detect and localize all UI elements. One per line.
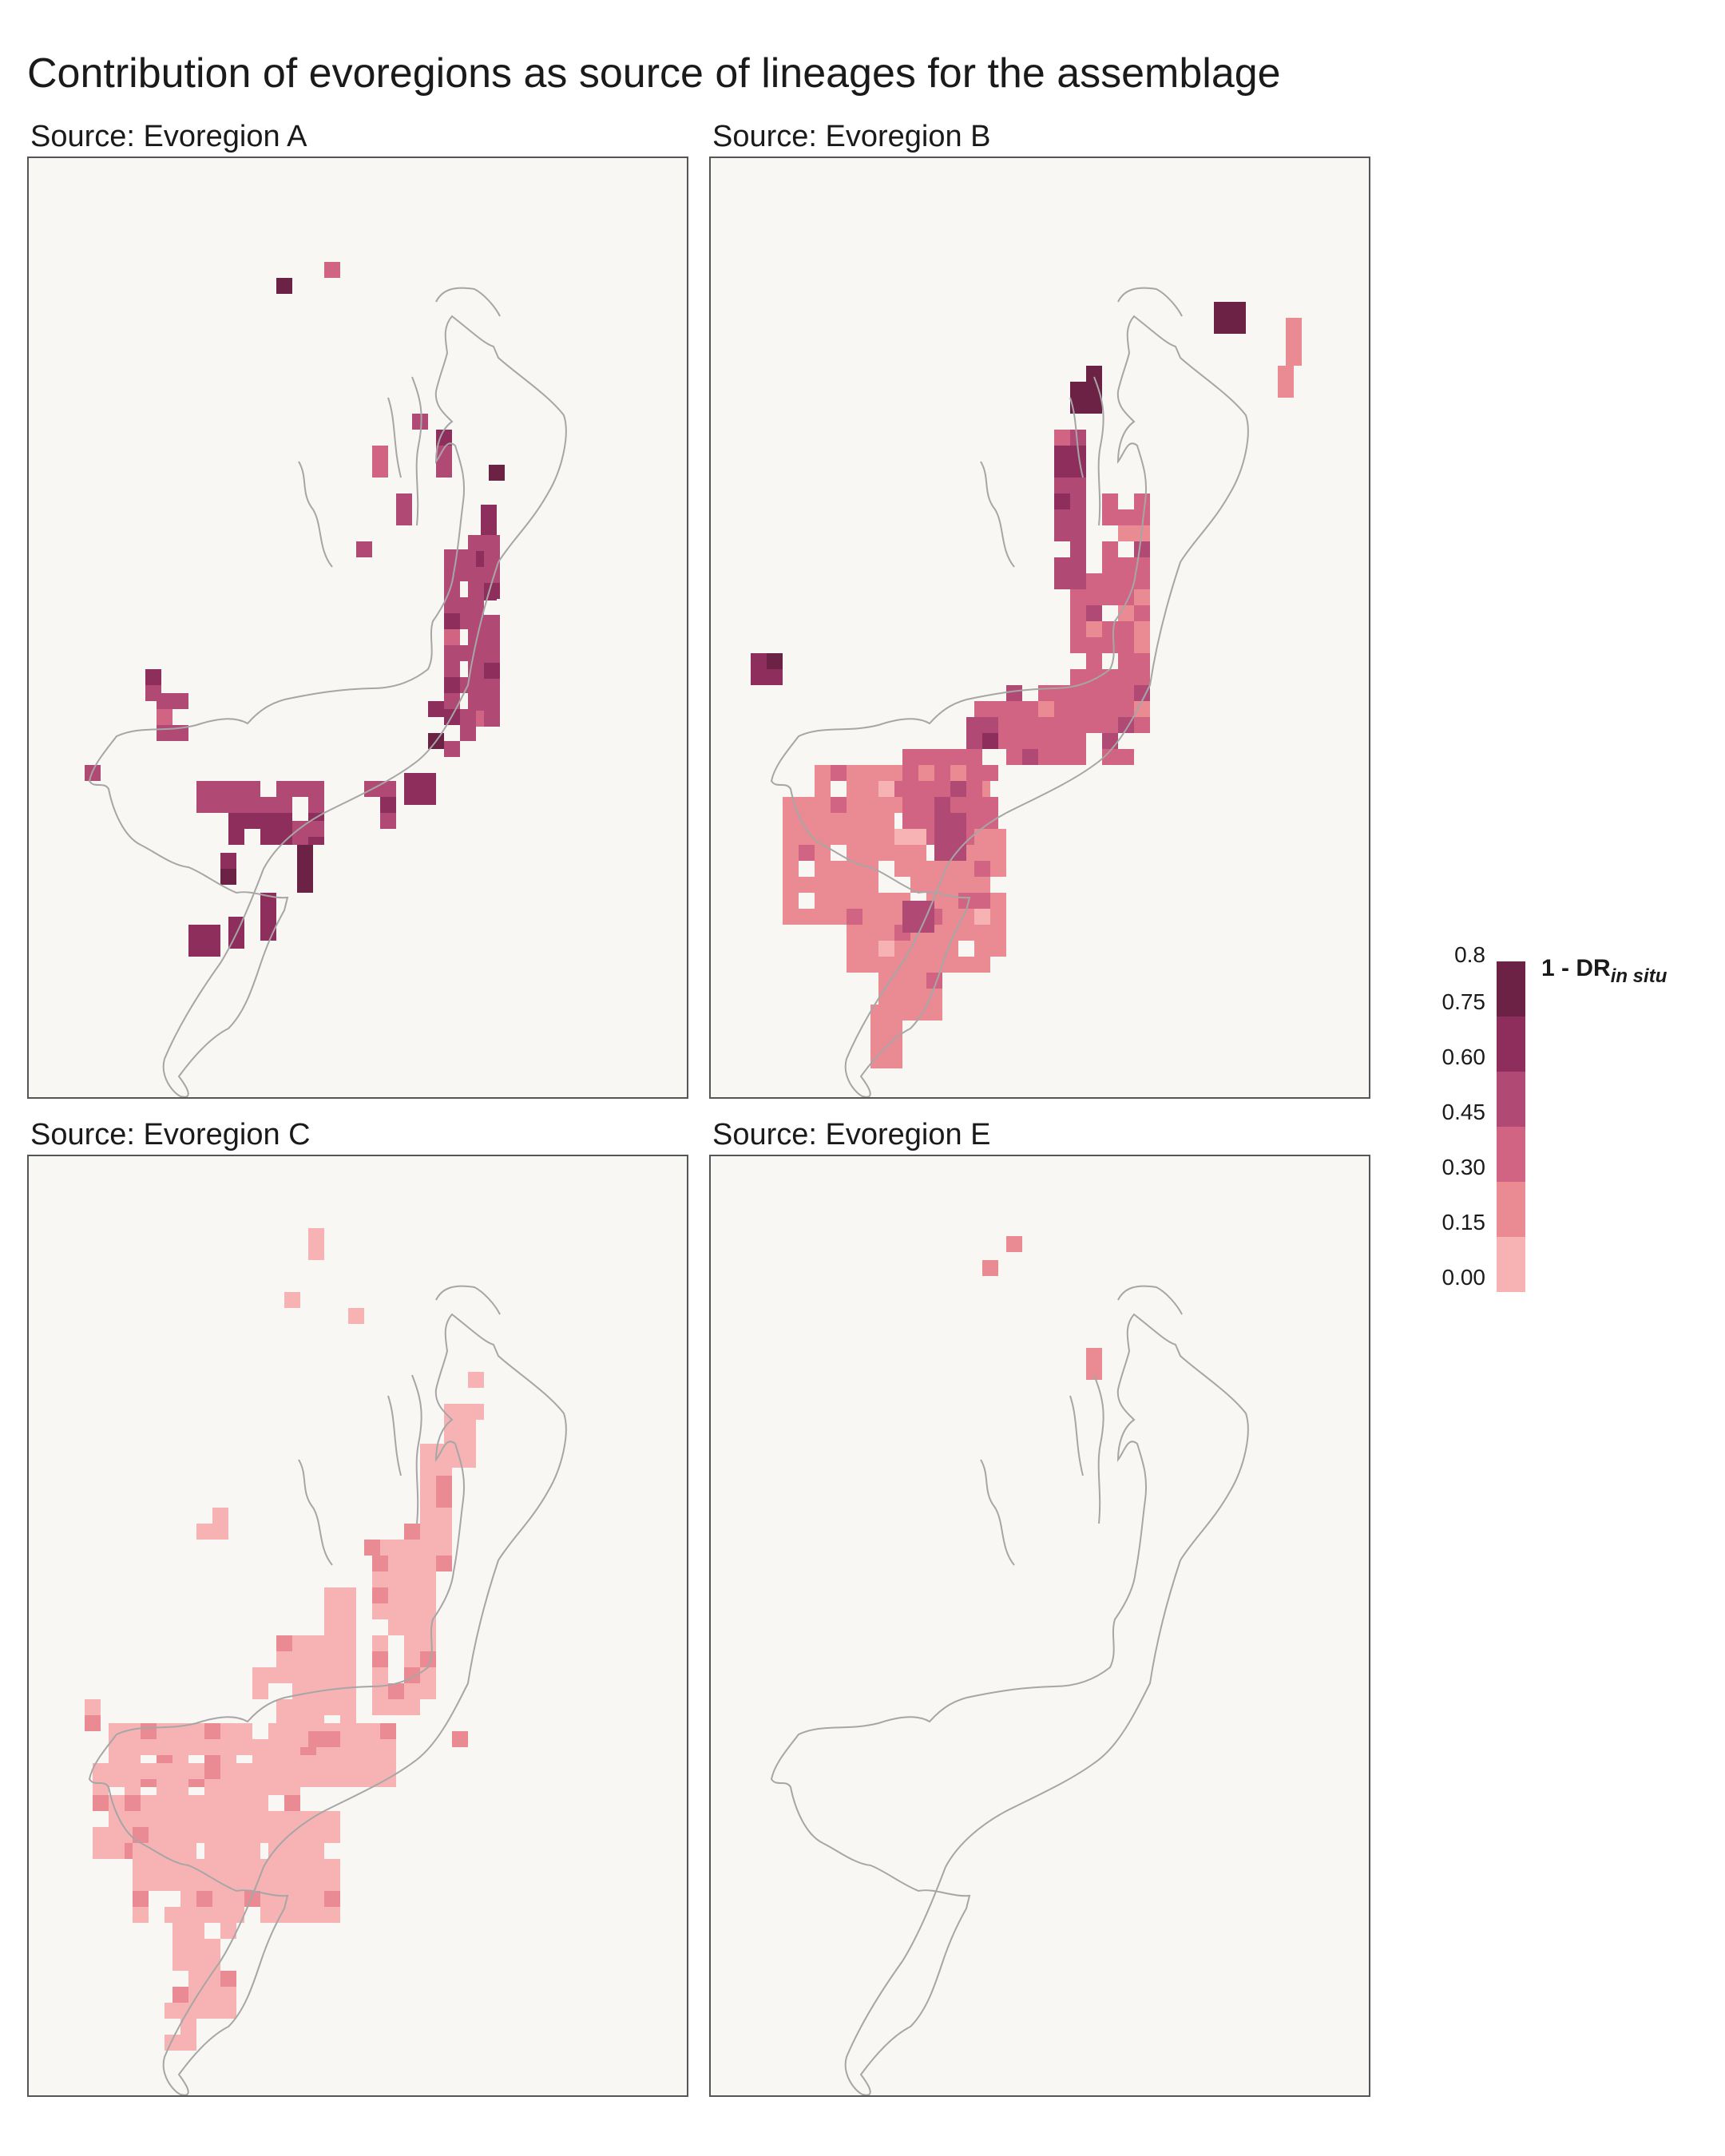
map-canvas-c bbox=[85, 1228, 567, 2095]
legend-swatch-0 bbox=[1497, 1237, 1525, 1292]
legend-swatch-3 bbox=[1497, 1072, 1525, 1127]
legend-swatch-2 bbox=[1497, 1127, 1525, 1182]
panel-title-b: Source: Evoregion B bbox=[712, 120, 991, 153]
panel-title-c: Source: Evoregion C bbox=[30, 1118, 311, 1151]
legend-swatch-4 bbox=[1497, 1017, 1525, 1072]
map-canvas-a bbox=[85, 262, 567, 1097]
legend-title-sub: in situ bbox=[1610, 965, 1668, 987]
legend-tick-labels: 0.00 0.15 0.30 0.45 0.60 0.75 0.8 bbox=[1414, 942, 1486, 1306]
legend-title-main: 1 - DR bbox=[1541, 955, 1611, 981]
legend-tick-4: 0.60 bbox=[1441, 1044, 1486, 1069]
map-canvas-b bbox=[751, 287, 1302, 1097]
legend-tick-2: 0.30 bbox=[1441, 1155, 1486, 1179]
legend-tick-1: 0.15 bbox=[1441, 1210, 1486, 1235]
panel-title-e: Source: Evoregion E bbox=[712, 1118, 991, 1151]
legend-color-bar bbox=[1497, 961, 1525, 1292]
figure-title: Contribution of evoregions as source of … bbox=[27, 50, 1281, 97]
panel-title-a: Source: Evoregion A bbox=[30, 120, 307, 153]
color-legend: 0.00 0.15 0.30 0.45 0.60 0.75 0.8 1 - DR… bbox=[1414, 942, 1717, 1306]
legend-title: 1 - DRin situ bbox=[1541, 955, 1667, 988]
map-panel-evoregion-c bbox=[27, 1155, 688, 2097]
map-panel-evoregion-a bbox=[27, 157, 688, 1099]
map-panel-evoregion-e bbox=[709, 1155, 1370, 2097]
legend-tick-5: 0.75 bbox=[1441, 989, 1486, 1014]
legend-tick-0: 0.00 bbox=[1441, 1265, 1486, 1290]
legend-tick-3: 0.45 bbox=[1441, 1100, 1486, 1124]
legend-tick-6: 0.8 bbox=[1454, 942, 1485, 967]
legend-swatch-5 bbox=[1497, 961, 1525, 1017]
map-panel-evoregion-b bbox=[709, 157, 1370, 1099]
legend-swatch-1 bbox=[1497, 1182, 1525, 1237]
map-canvas-e bbox=[770, 1236, 1249, 2095]
